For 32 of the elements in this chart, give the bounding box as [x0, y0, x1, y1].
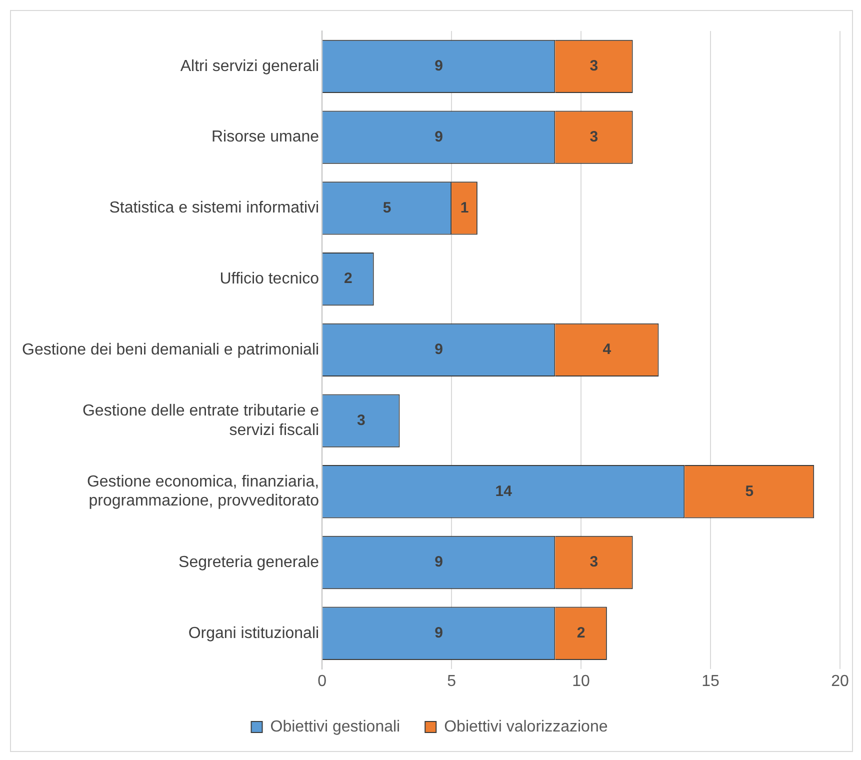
y-tick-label: Statistica e sistemi informativi [109, 200, 320, 217]
data-label: 9 [434, 128, 444, 146]
x-tick-label: 15 [702, 672, 720, 690]
legend-label: Obiettivi valorizzazione [444, 718, 608, 736]
y-tick-label: Risorse umane [211, 128, 320, 146]
y-tick-label: Segreteria generale [178, 554, 320, 571]
data-label: 3 [590, 128, 598, 146]
data-label: 9 [434, 58, 444, 75]
data-label: 3 [590, 58, 598, 75]
data-label: 9 [434, 624, 444, 642]
data-label: 5 [745, 482, 754, 500]
y-tick-label: Organi istituzionali [188, 624, 320, 642]
data-label: 1 [460, 199, 469, 216]
data-label: 3 [590, 554, 598, 571]
data-label: 4 [602, 341, 612, 358]
data-label: 2 [576, 624, 586, 642]
y-tick-label: Ufficio tecnico [220, 270, 320, 288]
data-label: 2 [344, 270, 352, 288]
legend-label: Obiettivi gestionali [270, 718, 400, 736]
data-label: 3 [356, 412, 366, 429]
x-tick-label: 5 [447, 672, 456, 690]
x-tick-label: 10 [572, 672, 590, 690]
data-label: 14 [495, 482, 513, 500]
x-tick-label: 20 [831, 672, 849, 690]
y-tick-label: Gestione delle entrate tributarie e servizi fiscali [82, 402, 320, 439]
x-tick-label: 0 [318, 672, 327, 690]
data-label: 9 [434, 554, 444, 571]
data-label: 5 [382, 199, 392, 216]
y-tick-label: Altri servizi generali [180, 58, 320, 75]
data-label: 9 [434, 341, 444, 358]
y-tick-label: Gestione dei beni demaniali e patrimoniali [22, 341, 320, 358]
y-tick-label: Gestione economica, finanziaria, programmazione, provveditorato [86, 473, 320, 510]
